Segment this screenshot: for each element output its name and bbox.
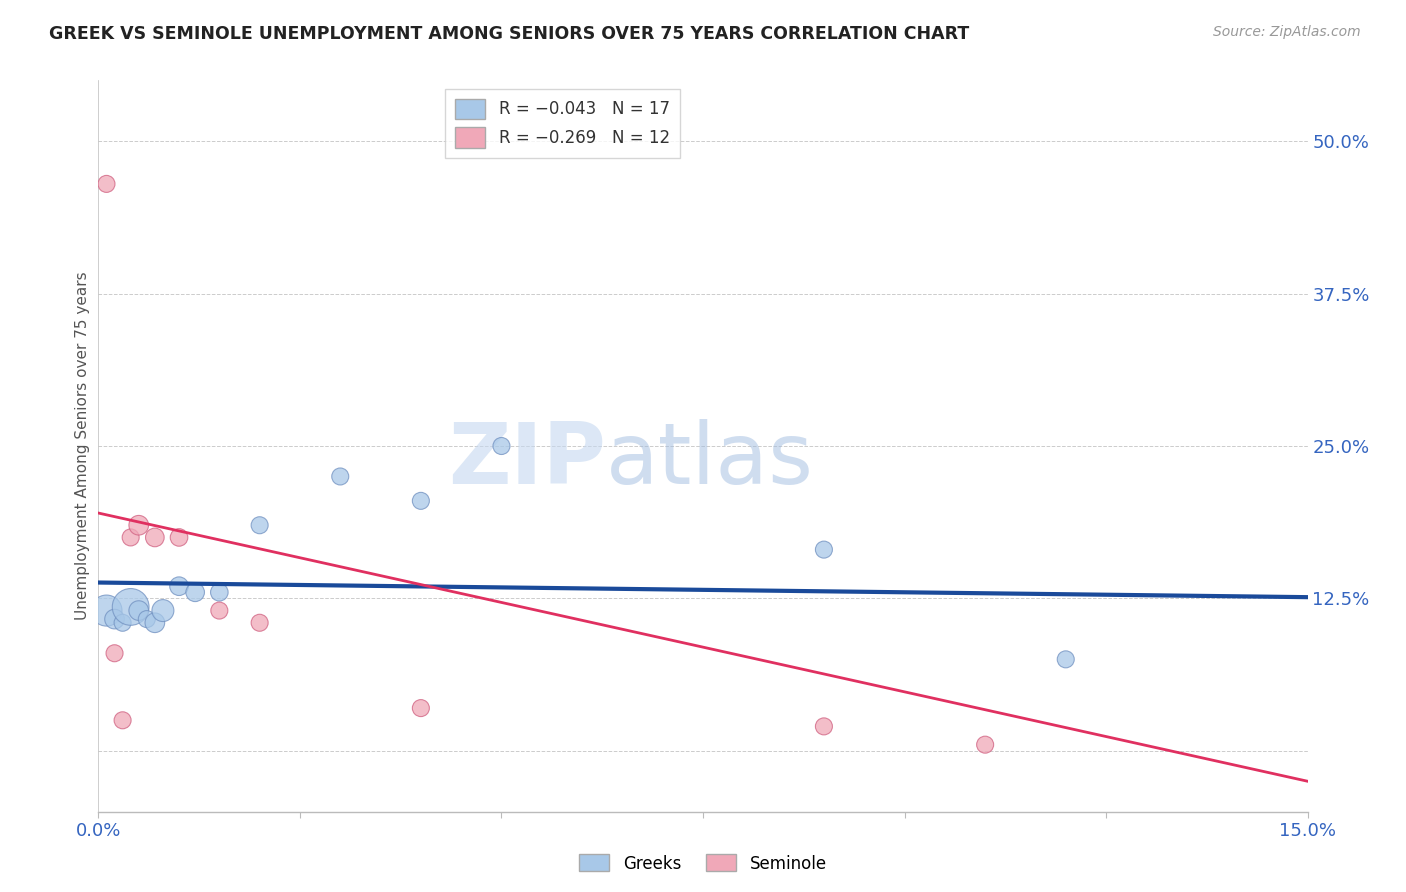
Legend: Greeks, Seminole: Greeks, Seminole [572,847,834,880]
Point [128,604,150,618]
Point [184,585,207,599]
Point [409,701,432,715]
Text: atlas: atlas [606,419,814,502]
Y-axis label: Unemployment Among Seniors over 75 years: Unemployment Among Seniors over 75 years [75,272,90,620]
Point [111,714,134,728]
Point [167,530,190,544]
Point [249,615,271,630]
Point [1054,652,1077,666]
Point [974,738,997,752]
Point [103,612,125,626]
Point [111,615,134,630]
Point [96,604,118,618]
Point [329,469,352,483]
Point [135,612,157,626]
Point [143,615,166,630]
Point [409,494,432,508]
Text: ZIP: ZIP [449,419,606,502]
Point [143,530,166,544]
Point [208,604,231,618]
Point [249,518,271,533]
Point [120,599,142,614]
Point [208,585,231,599]
Text: Source: ZipAtlas.com: Source: ZipAtlas.com [1213,25,1361,39]
Point [103,646,125,660]
Legend: R = −0.043   N = 17, R = −0.269   N = 12: R = −0.043 N = 17, R = −0.269 N = 12 [446,88,679,158]
Point [96,177,118,191]
Point [813,542,835,557]
Point [813,719,835,733]
Point [491,439,513,453]
Point [152,604,174,618]
Text: GREEK VS SEMINOLE UNEMPLOYMENT AMONG SENIORS OVER 75 YEARS CORRELATION CHART: GREEK VS SEMINOLE UNEMPLOYMENT AMONG SEN… [49,25,970,43]
Point [128,518,150,533]
Point [167,579,190,593]
Point [120,530,142,544]
